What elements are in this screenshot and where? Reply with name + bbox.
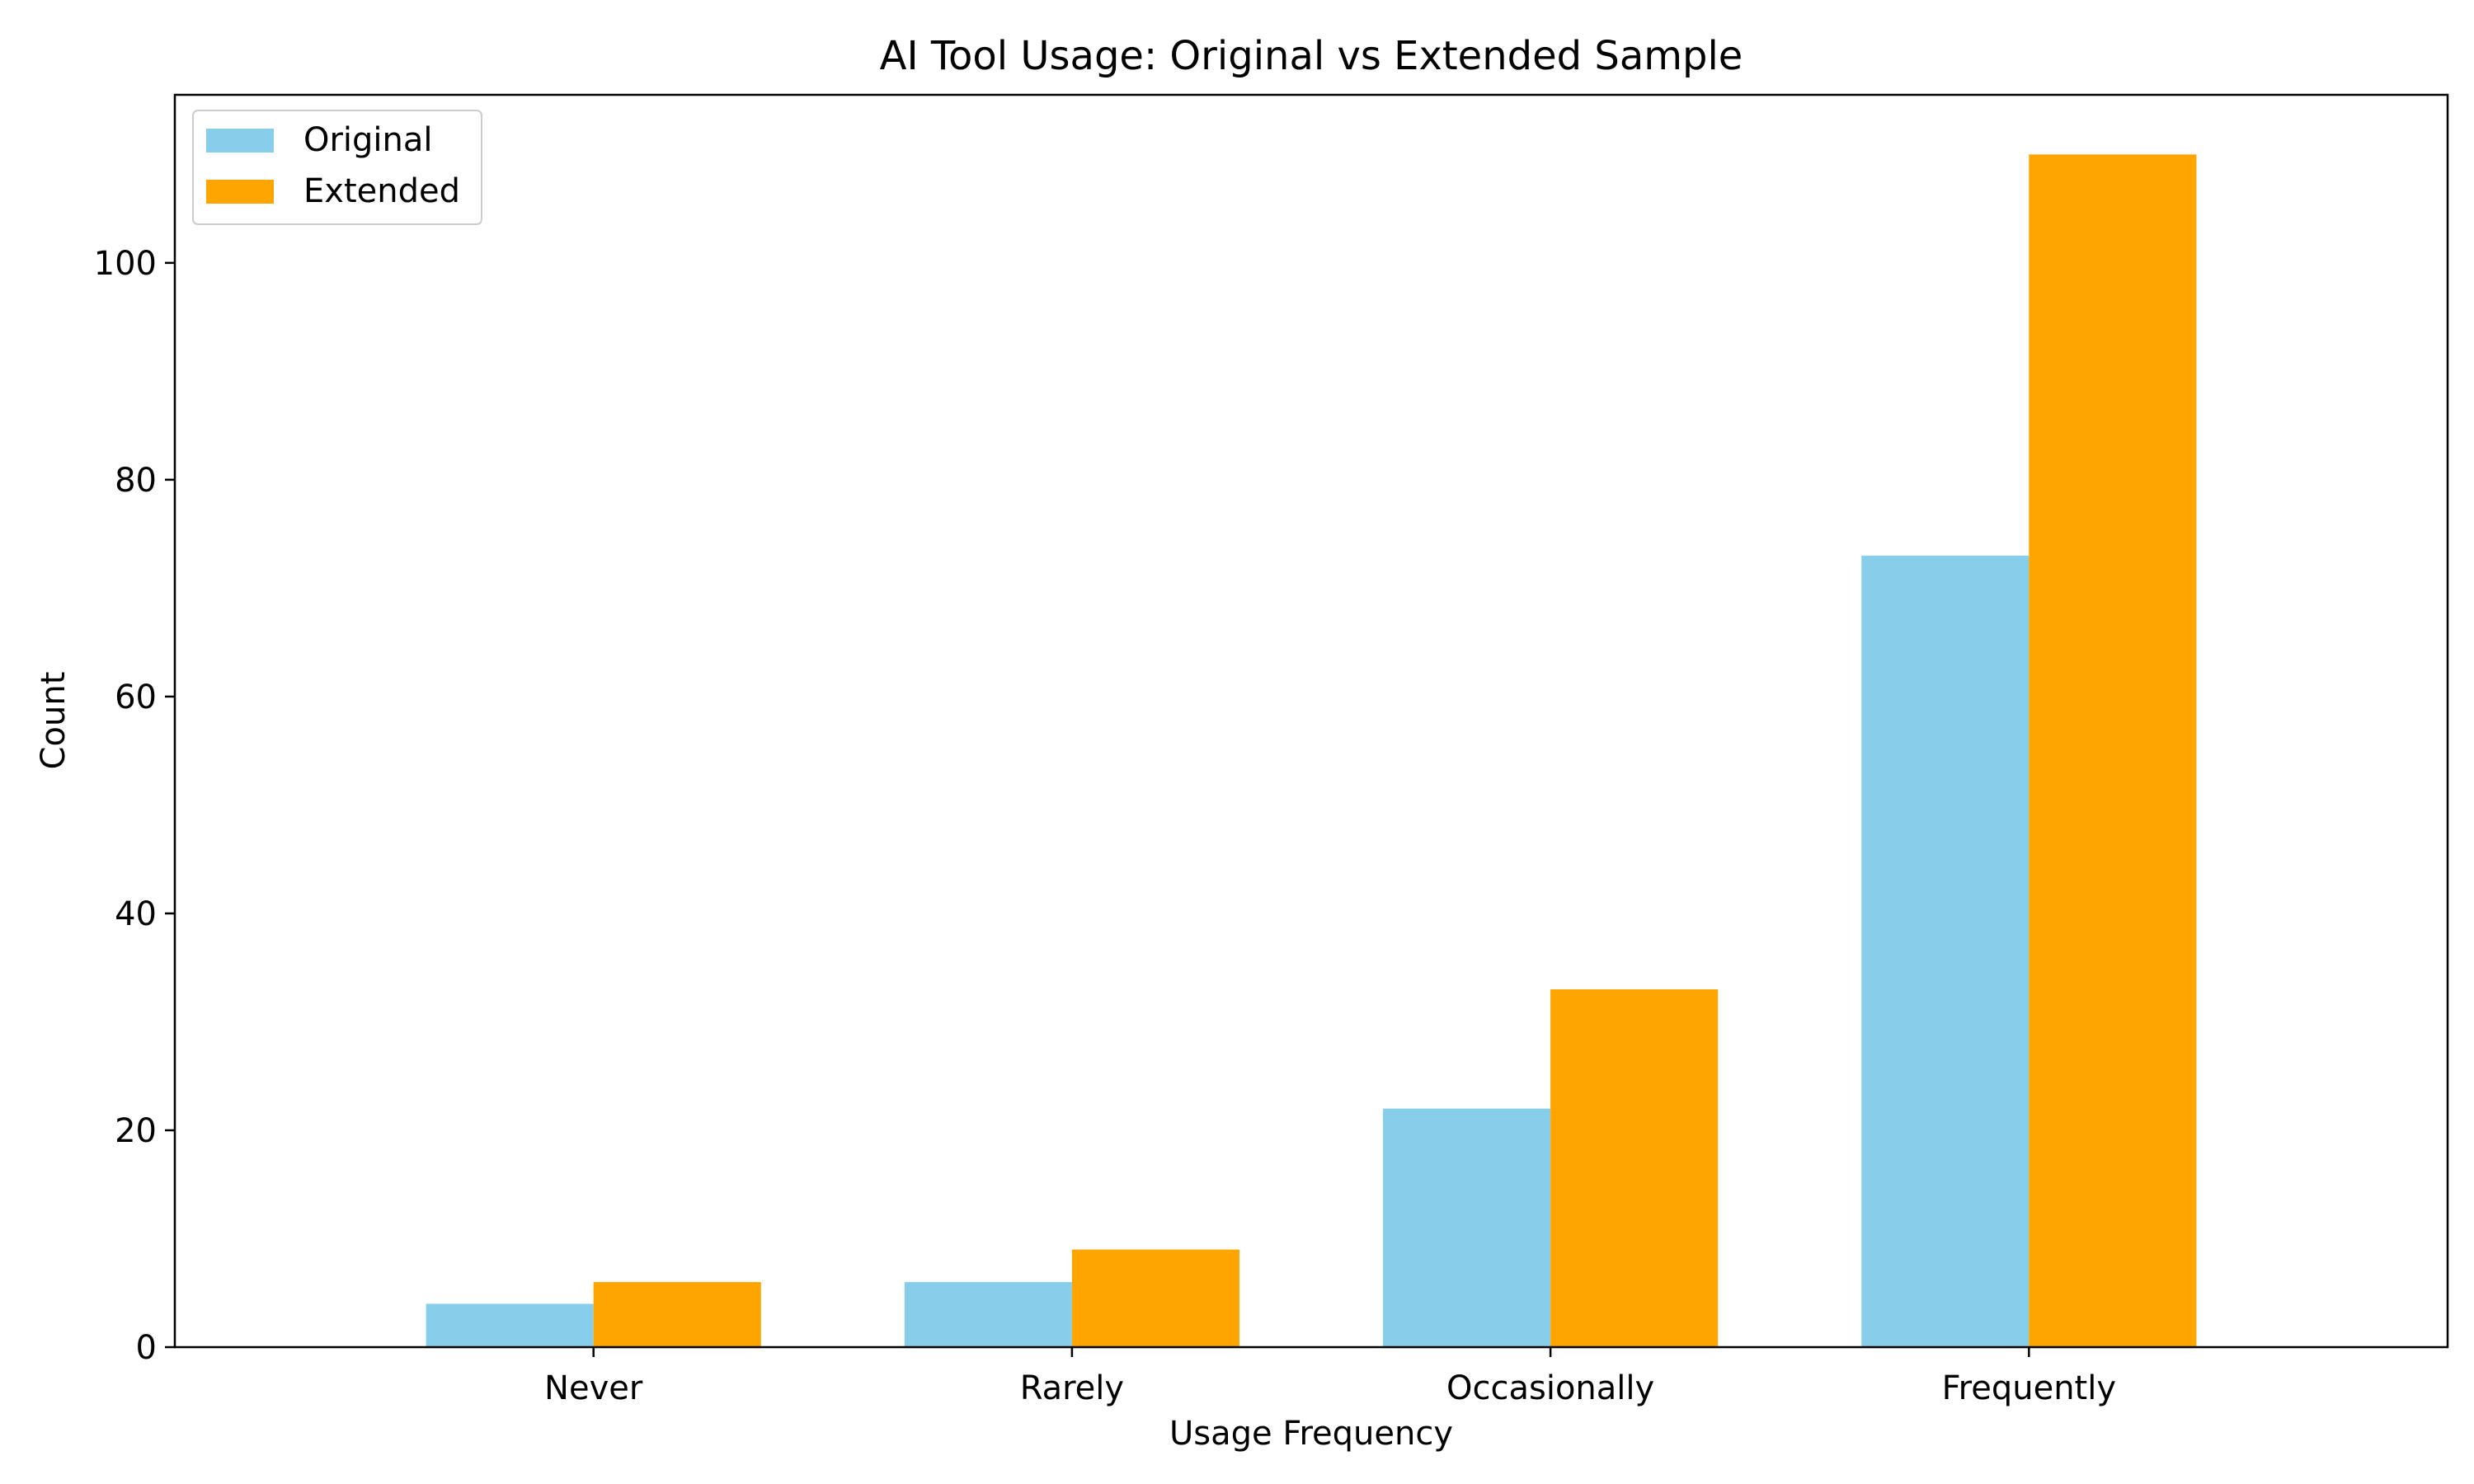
bar-extended-rarely	[1071, 1249, 1239, 1347]
bar-extended-occasionally	[1550, 989, 1719, 1347]
bar-extended-never	[593, 1282, 761, 1347]
x-tick-label-frequently: Frequently	[1942, 1369, 2116, 1407]
bars-layer	[426, 154, 2197, 1347]
bar-original-rarely	[904, 1282, 1072, 1347]
x-tick-label-rarely: Rarely	[1020, 1369, 1124, 1407]
x-axis-title: Usage Frequency	[1169, 1415, 1453, 1453]
y-tick-label: 0	[136, 1329, 157, 1367]
legend-label-extended: Extended	[303, 172, 460, 210]
plot-area-frame	[173, 93, 2449, 1349]
legend-swatch-extended	[206, 180, 274, 204]
x-tick-label-occasionally: Occasionally	[1446, 1369, 1654, 1407]
x-tick-label-never: Never	[544, 1369, 643, 1407]
bar-original-occasionally	[1383, 1108, 1551, 1347]
y-tick-label: 40	[115, 895, 157, 933]
legend-label-original: Original	[303, 121, 433, 159]
bar-original-frequently	[1861, 555, 2030, 1347]
x-axis-ticks: Never Rarely Occasionally Frequently	[544, 1347, 2116, 1407]
bar-extended-frequently	[2029, 154, 2197, 1347]
y-axis-ticks: 0 20 40 60 80 100	[94, 245, 175, 1367]
bar-original-never	[426, 1303, 594, 1347]
y-tick-label: 20	[115, 1112, 157, 1150]
y-tick-label: 100	[94, 245, 157, 283]
legend-swatch-original	[206, 129, 274, 153]
y-tick-label: 80	[115, 462, 157, 500]
chart-title: AI Tool Usage: Original vs Extended Samp…	[880, 33, 1743, 79]
legend: Original Extended	[192, 110, 482, 225]
y-axis-title: Count	[35, 672, 73, 770]
y-tick-label: 60	[115, 679, 157, 716]
